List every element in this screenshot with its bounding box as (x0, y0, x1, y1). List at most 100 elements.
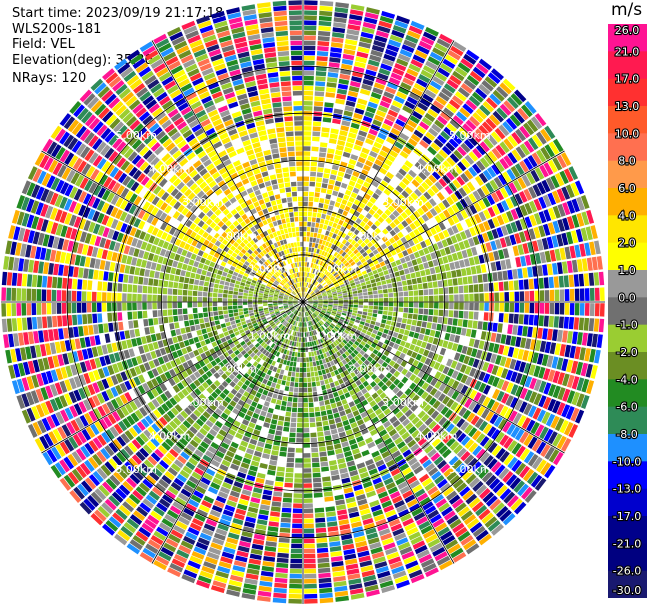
radar-gate (416, 339, 423, 347)
radar-gate (334, 396, 341, 403)
radar-gate (94, 509, 107, 522)
radar-gate (251, 320, 257, 325)
radar-gate (508, 410, 518, 422)
radar-gate (312, 121, 322, 127)
radar-gate (317, 254, 321, 260)
radar-gate (202, 365, 209, 373)
radar-gate (378, 327, 384, 333)
radar-gate (386, 345, 393, 352)
radar-gate (112, 363, 120, 374)
radar-gate (388, 306, 394, 312)
radar-gate (262, 405, 269, 412)
radar-gate (406, 195, 415, 204)
radar-gate (363, 298, 369, 302)
radar-gate (506, 168, 516, 181)
radar-gate (340, 283, 345, 288)
radar-gate (275, 340, 280, 346)
radar-gate (278, 537, 290, 543)
radar-gate (344, 234, 350, 241)
radar-gate (434, 380, 442, 389)
radar-gate (370, 224, 378, 231)
radar-gate (383, 141, 393, 149)
radar-gate (358, 93, 369, 101)
radar-gate (240, 332, 246, 337)
radar-gate (552, 370, 561, 384)
radar-gate (240, 440, 249, 448)
radar-gate (320, 364, 325, 370)
radar-gate (416, 143, 426, 153)
radar-gate (188, 457, 198, 466)
radar-gate (427, 351, 435, 359)
radar-gate (262, 329, 268, 334)
radar-gate (434, 522, 448, 533)
radar-gate (85, 426, 96, 439)
radar-gate (501, 200, 510, 211)
radar-gate (368, 294, 374, 299)
radar-gate (260, 341, 266, 347)
radar-gate (350, 405, 358, 412)
radar-gate (314, 197, 320, 203)
radar-gate (294, 304, 299, 308)
radar-gate (376, 246, 383, 253)
radar-gate (424, 417, 434, 426)
radar-gate (182, 465, 193, 475)
radar-gate (364, 359, 370, 366)
radar-gate (358, 213, 365, 221)
radar-gate (425, 268, 431, 276)
radar-gate (330, 244, 336, 250)
radar-gate (438, 445, 449, 455)
radar-gate (391, 395, 399, 403)
radar-gate (224, 504, 236, 513)
radar-gate (334, 154, 342, 161)
radar-gate (435, 498, 447, 509)
radar-gate (368, 336, 375, 342)
radar-gate (366, 189, 374, 196)
radar-gate (374, 188, 383, 196)
radar-gate (295, 321, 298, 326)
radar-gate (276, 425, 283, 431)
radar-gate (317, 315, 322, 320)
radar-gate (157, 340, 164, 348)
radar-gate (522, 243, 529, 254)
radar-gate (334, 494, 344, 501)
radar-gate (460, 421, 470, 431)
radar-gate (254, 325, 259, 330)
radar-gate (317, 355, 322, 360)
radar-gate (405, 217, 413, 225)
radar-gate (242, 366, 249, 372)
radar-gate (313, 396, 319, 402)
radar-gate (324, 168, 331, 174)
radar-gate (324, 329, 328, 335)
radar-gate (337, 171, 345, 178)
radar-gate (338, 249, 344, 255)
radar-gate (599, 303, 605, 317)
radar-gate (332, 32, 345, 39)
radar-gate (101, 378, 110, 390)
radar-gate (430, 344, 437, 352)
radar-gate (180, 451, 190, 461)
radar-gate (383, 350, 390, 357)
radar-gate (400, 360, 408, 368)
radar-gate (452, 41, 467, 52)
radar-gate (372, 477, 382, 485)
radar-gate (452, 552, 467, 563)
radar-gate (328, 231, 334, 238)
radar-gate (422, 135, 432, 145)
radar-gate (306, 362, 310, 367)
radar-gate (303, 468, 312, 473)
radar-gate (527, 326, 533, 338)
radar-gate (394, 197, 402, 206)
radar-gate (90, 513, 104, 526)
radar-gate (346, 568, 360, 575)
radar-gate (400, 513, 412, 522)
radar-gate (421, 382, 430, 391)
radar-gate (301, 327, 303, 332)
radar-gate (256, 370, 263, 376)
radar-gate (360, 282, 366, 287)
radar-gate (179, 341, 186, 349)
radar-gate (199, 427, 208, 436)
radar-gate (189, 555, 203, 565)
radar-gate (422, 31, 437, 42)
radar-gate (450, 360, 458, 369)
radar-gate (488, 342, 495, 352)
